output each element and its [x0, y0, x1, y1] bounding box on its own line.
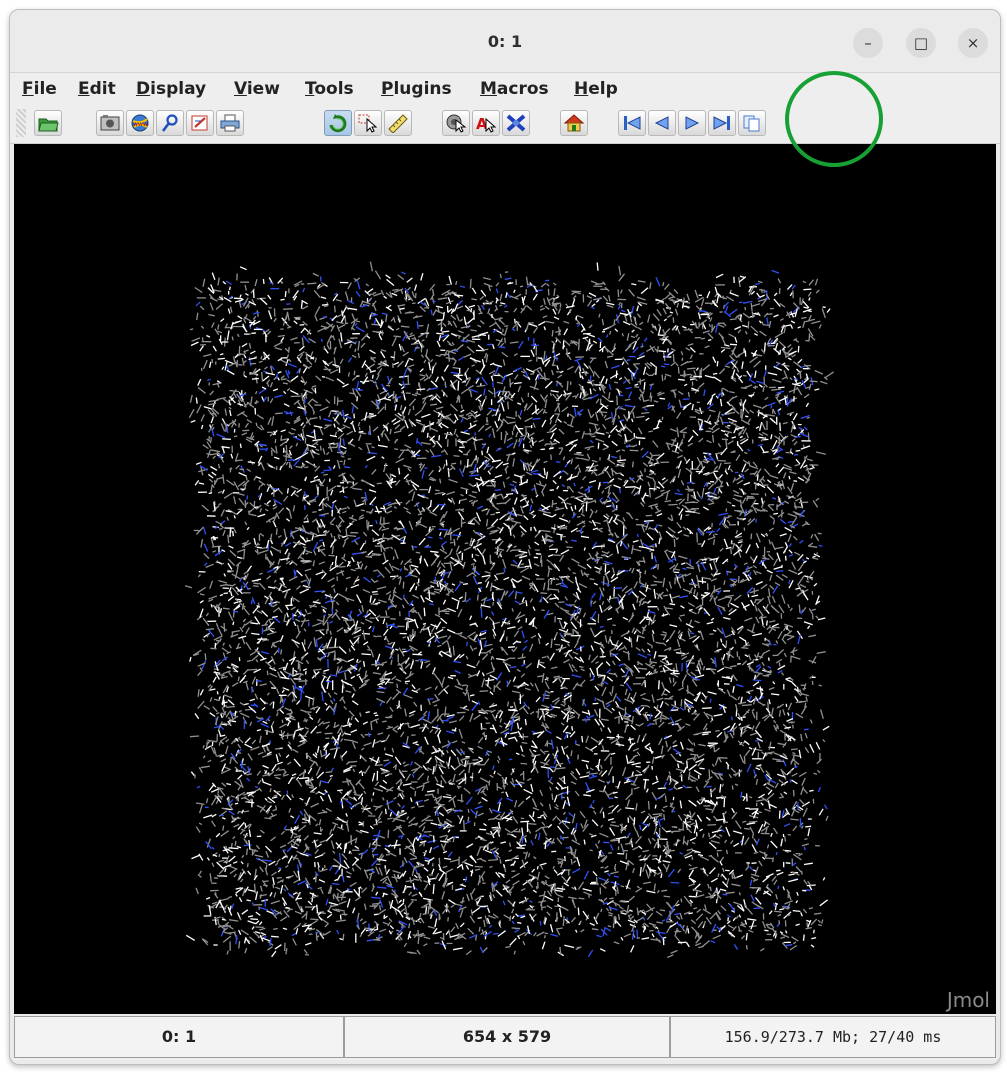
delete-atom-icon[interactable]: [502, 110, 530, 136]
first-frame-icon[interactable]: [618, 110, 646, 136]
status-frame: 0: 1: [14, 1016, 344, 1058]
status-bar: 0: 1 654 x 579 156.9/273.7 Mb; 27/40 ms: [14, 1016, 996, 1060]
highlight-circle-annotation: [785, 71, 883, 167]
menu-plugins[interactable]: Plugins: [381, 79, 452, 99]
previous-frame-icon[interactable]: [648, 110, 676, 136]
duplicate-icon[interactable]: [738, 110, 766, 136]
minimize-button[interactable]: –: [853, 28, 883, 58]
web-export-icon[interactable]: www: [126, 110, 154, 136]
window-title: 0: 1: [487, 32, 523, 51]
status-memory: 156.9/273.7 Mb; 27/40 ms: [670, 1016, 996, 1058]
last-frame-icon[interactable]: [708, 110, 736, 136]
jmol-watermark: Jmol: [946, 988, 990, 1012]
svg-text:www: www: [133, 121, 148, 128]
pick-icon[interactable]: [442, 110, 470, 136]
maximize-button[interactable]: □: [906, 28, 936, 58]
label-icon[interactable]: A: [472, 110, 500, 136]
toolbar-grip[interactable]: [16, 109, 26, 137]
select-icon[interactable]: [354, 110, 382, 136]
script-icon[interactable]: [156, 110, 184, 136]
molecule-rendering: [184, 261, 835, 959]
ruler-icon[interactable]: [384, 110, 412, 136]
toolbar: www A: [10, 103, 1000, 144]
editor-icon[interactable]: [186, 110, 214, 136]
menu-view[interactable]: View: [234, 79, 280, 99]
menu-macros[interactable]: Macros: [480, 79, 549, 99]
menu-help[interactable]: Help: [574, 79, 618, 99]
jmol-window: 0: 1 – □ × File Edit Display View Tools …: [9, 9, 1001, 1065]
menu-display[interactable]: Display: [136, 79, 207, 99]
screenshot-icon[interactable]: [96, 110, 124, 136]
home-icon[interactable]: [560, 110, 588, 136]
status-size: 654 x 579: [344, 1016, 670, 1058]
svg-text:A: A: [476, 115, 488, 133]
menu-edit[interactable]: Edit: [78, 79, 116, 99]
menu-tools[interactable]: Tools: [305, 79, 354, 99]
next-frame-icon[interactable]: [678, 110, 706, 136]
title-bar[interactable]: 0: 1 – □ ×: [10, 10, 1000, 73]
close-button[interactable]: ×: [958, 28, 988, 58]
open-icon[interactable]: [34, 110, 62, 136]
print-icon[interactable]: [216, 110, 244, 136]
menu-file[interactable]: File: [22, 79, 57, 99]
rotate-icon[interactable]: [324, 110, 352, 136]
molecule-viewer[interactable]: Jmol: [14, 144, 996, 1014]
